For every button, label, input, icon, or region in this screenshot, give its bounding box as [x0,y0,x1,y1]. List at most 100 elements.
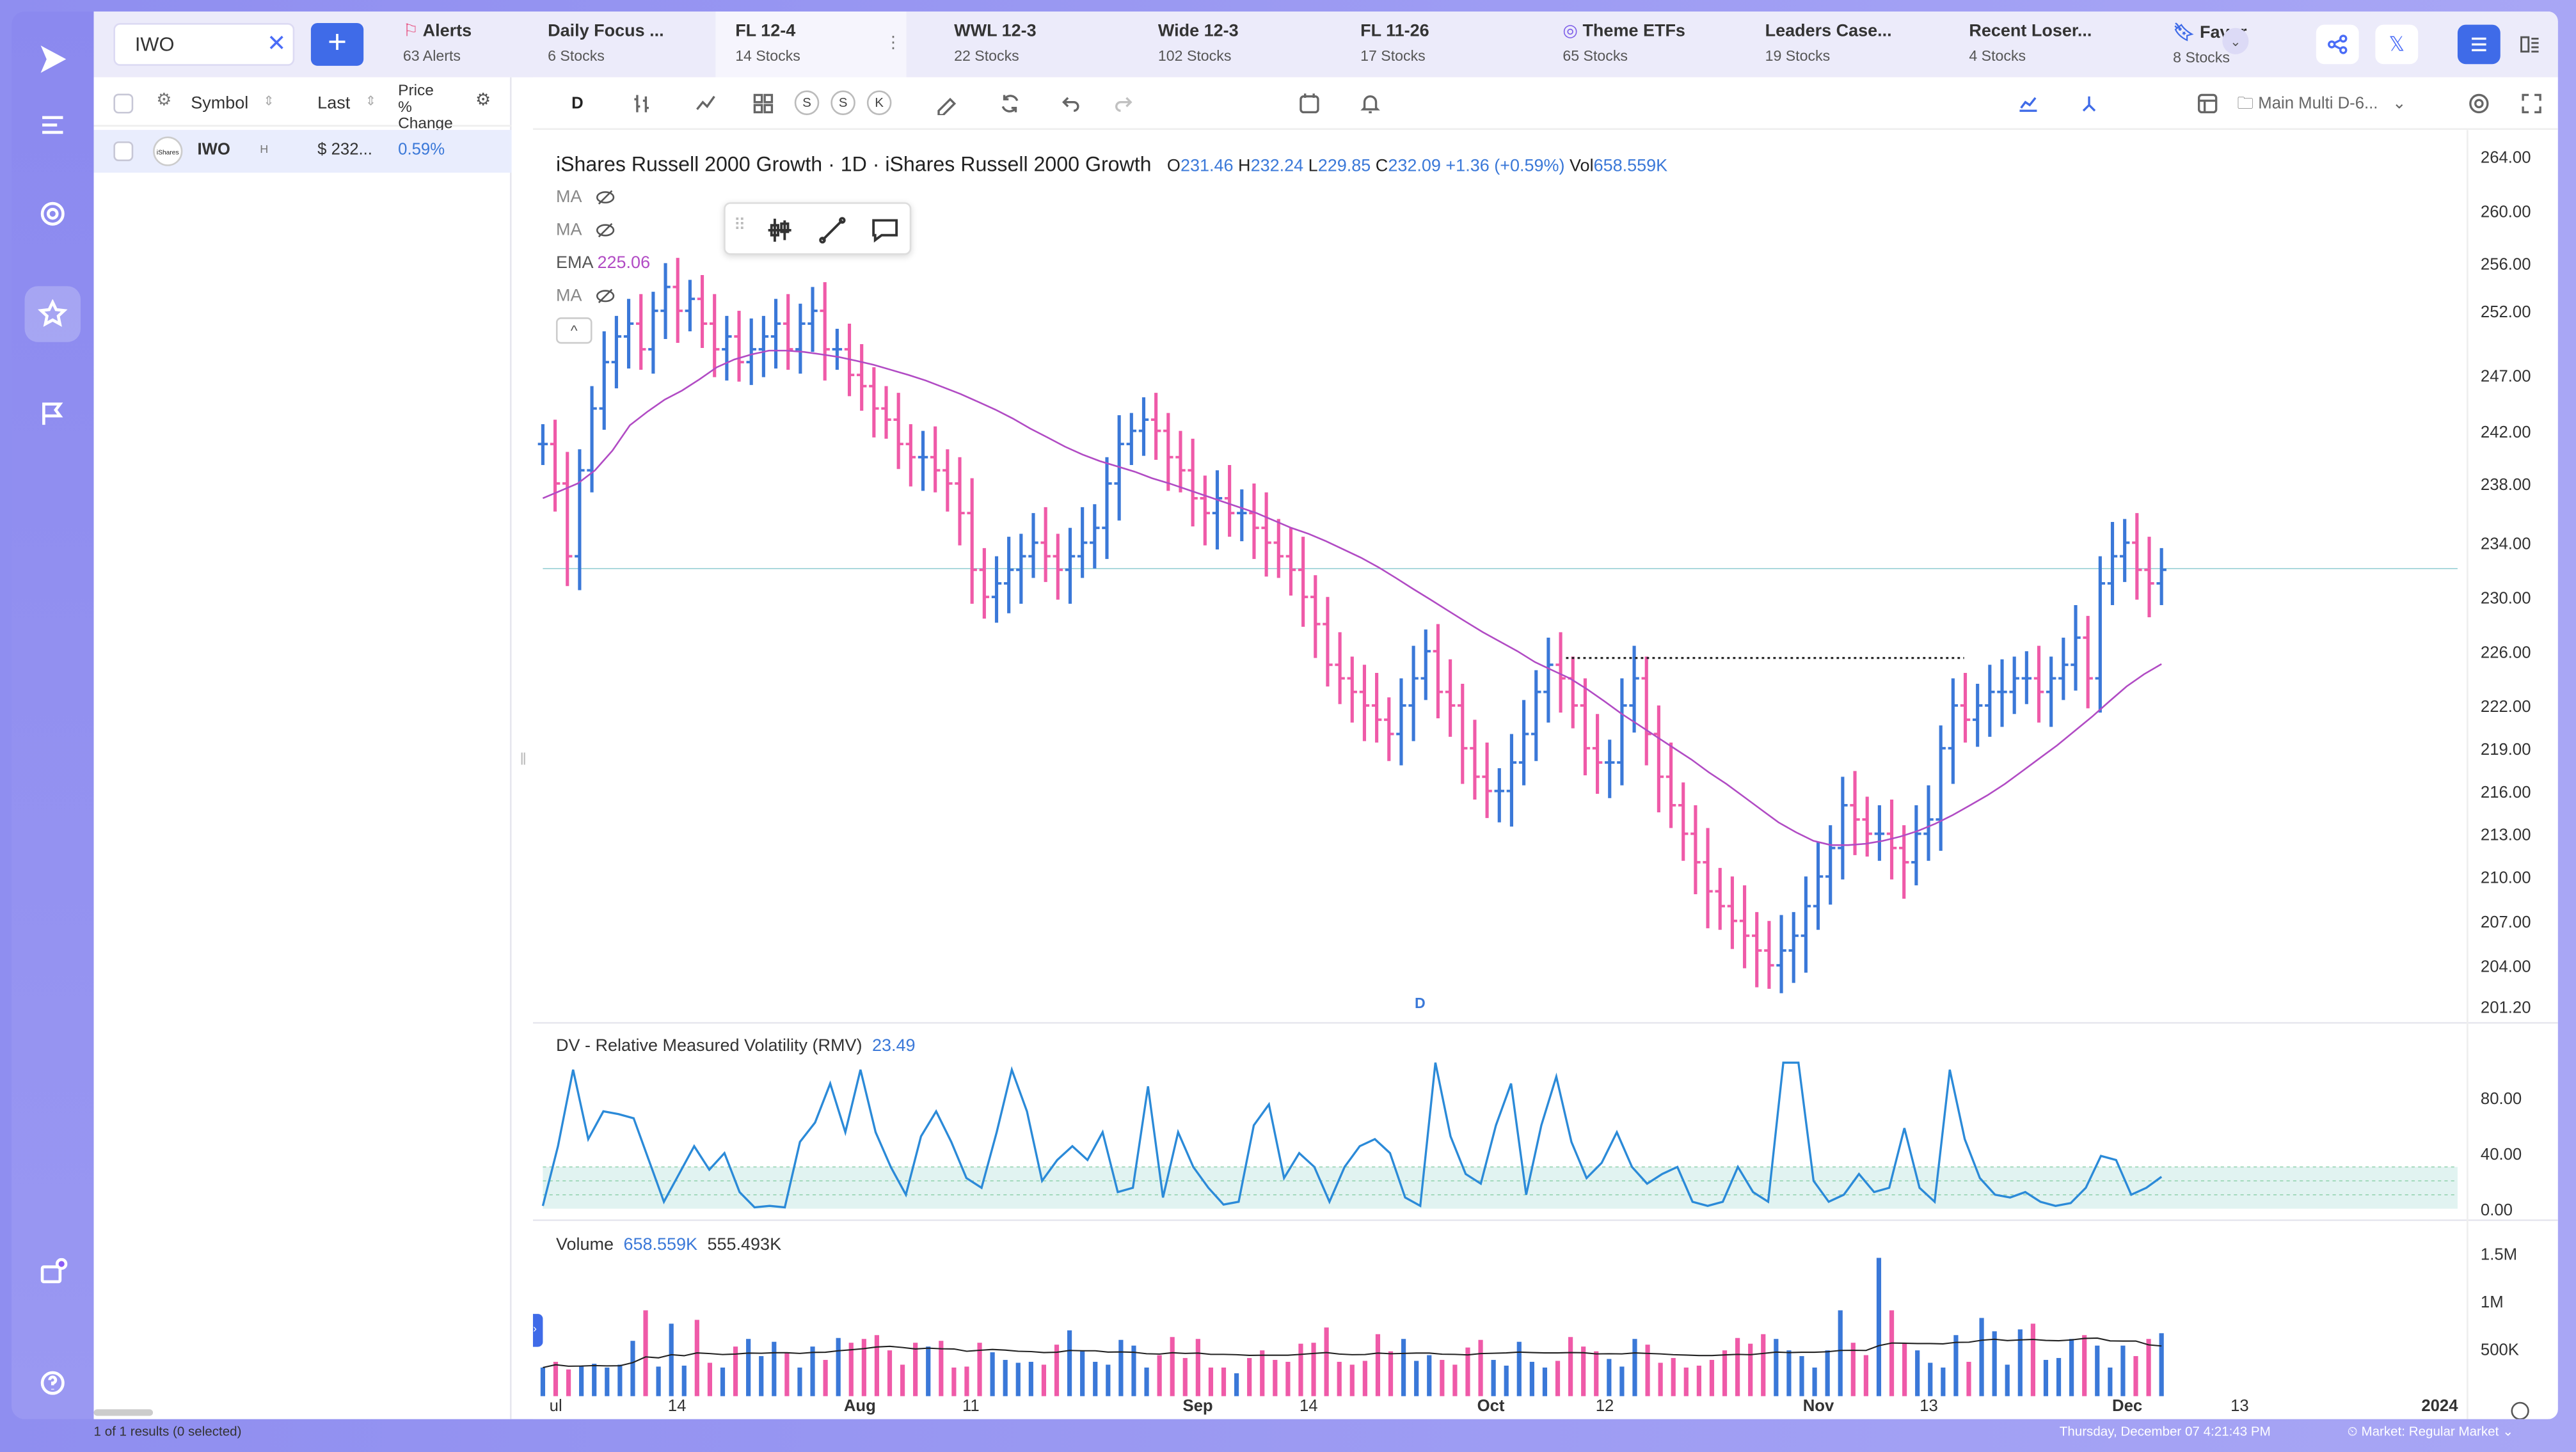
avatar[interactable] [25,1245,81,1300]
col-price-change[interactable]: Price % Change [398,82,453,134]
refresh-icon[interactable] [992,87,1028,120]
horizontal-scrollbar[interactable] [93,1409,154,1416]
menu-icon[interactable] [25,97,81,153]
volume-bar [605,1367,610,1396]
clear-icon[interactable]: ✕ [267,29,287,56]
volume-bar [848,1343,854,1396]
ma3-legend[interactable]: MA [556,286,615,306]
volume-bar [1182,1358,1188,1396]
eraser-icon[interactable] [928,87,964,120]
column-settings-icon[interactable]: ⚙ [475,90,491,111]
bar-style-icon[interactable] [623,87,660,120]
share-icon[interactable] [2316,24,2359,65]
folder-icon: 🗀︎ [2237,95,2254,114]
k-button[interactable]: K [866,90,892,115]
comment-tool-icon[interactable] [870,216,900,245]
redo-icon[interactable] [1106,87,1142,120]
ema-legend[interactable]: EMA 225.06 [555,253,651,273]
hidden-eye-icon[interactable] [595,288,615,304]
side-expand-handle[interactable]: › [532,1314,543,1347]
price-tick-label: 247.00 [2481,367,2531,385]
chart-canvas[interactable]: 264.00 260.00 256.00 252.00 247.00 242.00 238.… [532,130,2558,1419]
list-view-icon[interactable] [2457,24,2500,65]
sort-icon[interactable]: ⇕ [263,93,274,109]
alerts-flag-icon[interactable] [25,386,81,442]
price-tick-label: 213.00 [2481,826,2531,844]
ma1-legend[interactable]: MA [556,187,615,207]
price-tick-label: 238.00 [2481,476,2531,494]
rmv-tick-label: 0.00 [2481,1201,2513,1219]
s-button-2[interactable]: S [831,90,855,115]
tab-fl-11-26[interactable]: FL 11-26 17 Stocks [1360,21,1429,65]
settings-small-icon[interactable]: ⚙ [156,90,172,111]
volume-bar [2108,1367,2113,1396]
x-tick-label: 11 [962,1397,980,1415]
col-symbol[interactable]: Symbol [191,93,249,114]
alert-bell-icon[interactable] [1352,87,1388,120]
drag-handle-icon[interactable]: ⠿ [733,217,746,235]
table-row[interactable]: iShares IWO H $ 232... 0.59% [93,130,512,173]
row-flag: H [260,145,269,157]
volume-bar [1889,1310,1895,1396]
logo-icon[interactable] [25,31,81,87]
compare-icon[interactable] [2071,87,2108,120]
drawing-toolbar: ⠿ [724,202,912,255]
volume-average-line [543,1337,2162,1368]
layout-selector[interactable]: 🗀︎ Main Multi D-6... ⌄ [2237,95,2406,114]
tab-wwl-12-3[interactable]: WWL 12-3 22 Stocks [954,21,1037,65]
sort-icon[interactable]: ⇕ [365,93,376,109]
tabs-scroll-chevron-icon[interactable]: ⌄ [2222,28,2249,54]
add-watchlist-button[interactable]: + [310,22,364,66]
layout-grid-icon[interactable] [745,87,782,120]
chart-type-icon[interactable] [2010,87,2047,120]
x-tick-label: 14 [1300,1397,1318,1415]
ma2-legend[interactable]: MA [556,221,615,240]
volume-bar [1735,1338,1740,1396]
x-twitter-icon[interactable]: 𝕏 [2375,24,2419,65]
rmv-line [541,1061,2163,1209]
hidden-eye-icon[interactable] [595,189,615,206]
row-checkbox[interactable] [113,141,134,161]
tab-recent-losers[interactable]: Recent Loser... 4 Stocks [1969,21,2092,65]
x-tick-label: 14 [668,1397,687,1415]
grid-view-icon[interactable] [2509,25,2552,65]
candle-tool-icon[interactable] [765,216,794,245]
tab-alerts[interactable]: ⚐ Alerts 63 Alerts [402,21,472,65]
tab-options-icon[interactable]: ⋮ [885,34,902,53]
chart-settings-icon[interactable] [2461,87,2497,120]
col-last[interactable]: Last [317,93,351,114]
tab-theme-etfs[interactable]: ◎ Theme ETFs 65 Stocks [1562,21,1685,65]
tab-daily-focus[interactable]: Daily Focus ... 6 Stocks [548,21,664,65]
volume-bar [1594,1351,1599,1396]
select-all-checkbox[interactable] [113,93,134,114]
volume-bar [772,1341,777,1396]
trendline-tool-icon[interactable] [818,216,847,245]
hidden-eye-icon[interactable] [595,223,615,239]
tab-wide-12-3[interactable]: Wide 12-3 102 Stocks [1157,21,1239,65]
fullscreen-icon[interactable] [2513,87,2550,120]
watchlist-star-icon[interactable] [24,286,81,342]
event-marker[interactable]: D [1414,995,1426,1012]
volume-bar [939,1341,944,1396]
undo-icon[interactable] [1053,87,1089,120]
s-button-1[interactable]: S [794,90,820,115]
collapse-legend-button[interactable]: ^ [555,317,592,344]
volume-tick-label: 1.5M [2481,1245,2517,1263]
layout-icon[interactable] [2190,87,2226,120]
search-value: IWO [134,33,175,56]
target-icon[interactable] [25,186,81,242]
volume-bar [1118,1339,1124,1396]
volume-bar [2133,1356,2138,1396]
tab-fl-12-4[interactable]: FL 12-4 14 Stocks [715,11,907,77]
market-status[interactable]: ⏲ Market: Regular Market ⌄ [2347,1424,2514,1439]
rmv-low-band [543,1167,2458,1209]
interval-button[interactable]: D [571,94,584,113]
indicators-icon[interactable] [688,87,724,120]
flag-icon: ⚐ [402,21,419,42]
calendar-icon[interactable] [1291,87,1328,120]
pane-resize-handle[interactable]: ‖ [520,751,527,770]
row-change: 0.59% [398,141,445,160]
help-icon[interactable] [25,1355,81,1410]
tab-leaders-case[interactable]: Leaders Case... 19 Stocks [1765,21,1892,65]
symbol-search-input[interactable]: IWO ✕ [113,22,295,66]
